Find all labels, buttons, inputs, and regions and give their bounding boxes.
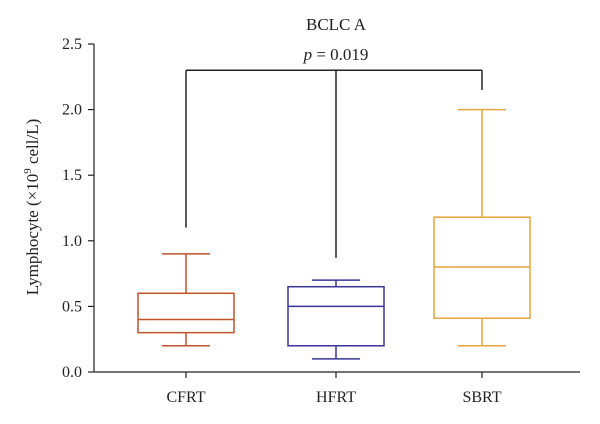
x-tick-label: HFRT: [316, 389, 356, 406]
y-tick-label: 0.0: [62, 364, 82, 381]
box-hfrt: [287, 279, 385, 360]
boxes: [137, 108, 531, 360]
iqr-box: [137, 292, 235, 334]
y-tick-label: 1.0: [62, 233, 82, 250]
y-axis-label-sup: 9: [22, 168, 34, 174]
axes: 0.0 0.5 1.0 1.5 2.0 2.5 CFRT HFRT SBRT: [62, 36, 580, 406]
box-cfrt: [137, 253, 235, 347]
y-tick-label: 0.5: [62, 298, 82, 315]
p-value-text: = 0.019: [312, 45, 368, 64]
x-tick-label: CFRT: [166, 389, 205, 406]
y-tick-label: 1.5: [62, 167, 82, 184]
x-tick-label: SBRT: [462, 389, 501, 406]
y-axis-label-main: Lymphocyte (×10: [23, 174, 42, 295]
y-tick-label: 2.0: [62, 102, 82, 119]
y-axis-label: Lymphocyte (×109 cell/L): [22, 119, 42, 296]
significance-bracket: [185, 69, 483, 258]
chart-title: BCLC A: [306, 15, 367, 34]
iqr-box: [287, 285, 385, 347]
y-axis-label-tail: cell/L): [23, 119, 42, 169]
p-symbol: p: [303, 45, 313, 64]
p-value-annotation: p = 0.019: [303, 45, 369, 64]
box-sbrt: [433, 108, 531, 347]
y-tick-label: 2.5: [62, 36, 82, 53]
